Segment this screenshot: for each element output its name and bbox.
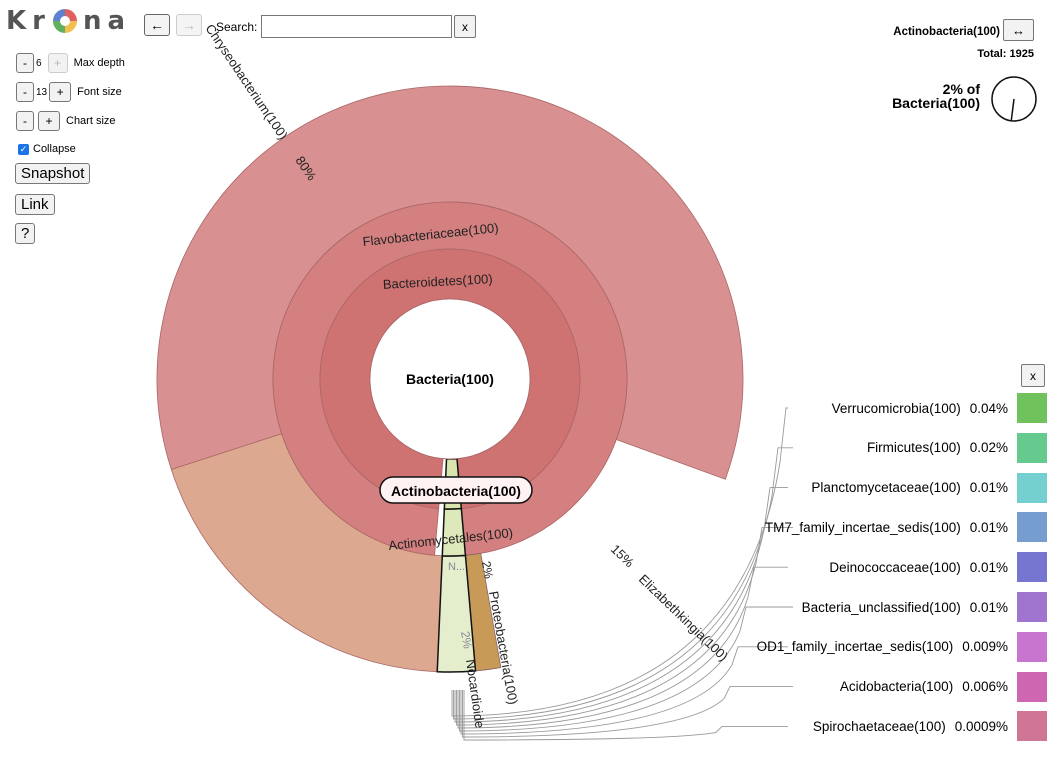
legend-item-percent: 0.01% <box>969 519 1008 535</box>
collapse-label: Collapse <box>33 143 76 155</box>
font-size-label: Font size <box>77 86 122 98</box>
legend-item-swatch <box>1017 671 1047 702</box>
legend-close-button[interactable]: x <box>1021 364 1045 387</box>
legend-item-name: Bacteria_unclassified(100) <box>801 599 961 615</box>
legend-leader-line <box>462 686 793 738</box>
forward-button[interactable]: → <box>176 14 202 36</box>
total-count: Total: 1925 <box>977 48 1034 60</box>
legend-item-percent: 0.01% <box>969 599 1008 615</box>
legend-item-name: TM7_family_incertae_sedis(100) <box>764 519 961 535</box>
legend-item[interactable]: TM7_family_incertae_sedis(100) 0.01% <box>764 512 1047 543</box>
legend-item[interactable]: OD1_family_incertae_sedis(100) 0.009% <box>756 631 1047 662</box>
legend-item[interactable]: Bacteria_unclassified(100) 0.01% <box>802 592 1047 622</box>
legend-leader-lines <box>451 407 793 741</box>
legend-item-name: Verrucomicrobia(100) <box>831 400 961 416</box>
chart-size-decrease-button[interactable]: - <box>16 111 34 131</box>
legend-item-swatch <box>1017 432 1047 463</box>
legend-item[interactable]: Acidobacteria(100) 0.006% <box>839 671 1047 702</box>
legend-item-name: Planctomycetaceae(100) <box>811 480 961 496</box>
krona-logo: Kr na <box>6 6 132 36</box>
center-circle[interactable] <box>369 298 531 460</box>
legend-item-name: OD1_family_incertae_sedis(100) <box>756 639 954 655</box>
percentage-line: 2% of <box>942 81 980 97</box>
help-button[interactable]: ? <box>15 223 36 244</box>
legend-item-name: Spirochaetaceae(100) <box>812 718 946 734</box>
legend-item[interactable]: Spirochaetaceae(100) 0.0009% <box>812 711 1047 742</box>
legend-item-percent: 0.02% <box>969 440 1008 456</box>
legend-item-name: Firmicutes(100) <box>866 440 961 456</box>
nocardioide-percent: 2% <box>458 630 475 650</box>
parent-name: Bacteria(100) <box>892 95 980 111</box>
percentage-of-parent: 2% of Bacteria(100) <box>892 82 980 110</box>
legend-item-swatch <box>1017 592 1047 622</box>
max-depth-control: - 6 + Max depth <box>16 53 125 73</box>
font-size-control: - 13 + Font size <box>16 82 122 102</box>
legend-item[interactable]: Firmicutes(100) 0.02% <box>866 432 1047 463</box>
back-button[interactable]: ← <box>144 14 170 36</box>
legend-item-percent: 0.006% <box>962 679 1008 695</box>
elizabethkingia-label: Elizabethkingia(100) <box>636 571 731 664</box>
chart-size-control: - + Chart size <box>16 111 116 131</box>
legend-item-swatch <box>1017 711 1047 742</box>
legend-item-swatch <box>1017 552 1047 583</box>
legend-item-percent: 0.0009% <box>954 718 1008 734</box>
legend-leader-line <box>459 606 793 732</box>
center-label: Bacteria(100) <box>406 371 494 387</box>
legend-item-swatch <box>1017 393 1047 423</box>
selected-node-highlight[interactable] <box>379 476 533 504</box>
pie-wedge-line <box>1010 98 1015 121</box>
search-input[interactable] <box>261 15 452 38</box>
collapse-checkbox[interactable]: ✓ <box>18 143 29 155</box>
legend-item-percent: 0.04% <box>969 400 1008 416</box>
legend-item-percent: 0.01% <box>969 480 1008 496</box>
parent-percentage-pie <box>991 76 1037 122</box>
chryseobacterium-label: Chryseobacterium(100) <box>203 21 291 142</box>
font-size-decrease-button[interactable]: - <box>16 82 34 102</box>
legend-leader-line <box>463 690 788 741</box>
legend-item-swatch <box>1017 512 1047 543</box>
selected-node-name: Actinobacteria(100) <box>893 26 1000 38</box>
max-depth-increase-button[interactable]: + <box>47 53 68 73</box>
chart-size-increase-button[interactable]: + <box>38 111 60 131</box>
nocardioidaceae-truncated-label: N... <box>448 561 465 573</box>
legend-leader-line <box>456 526 793 726</box>
legend-item-swatch <box>1017 631 1047 662</box>
proteobacteria-percent: 2% <box>479 560 496 580</box>
krona-logo-icon <box>52 9 77 33</box>
snapshot-button[interactable]: Snapshot <box>15 163 91 184</box>
selected-node-label: Actinobacteria(100) <box>391 483 521 499</box>
collapse-control[interactable]: ✓ Collapse <box>18 143 76 155</box>
expand-details-button[interactable]: ↔ <box>1003 19 1034 41</box>
legend-item[interactable]: Verrucomicrobia(100) 0.04% <box>832 393 1047 423</box>
legend-item-percent: 0.01% <box>969 559 1008 575</box>
max-depth-label: Max depth <box>73 57 125 69</box>
search-clear-button[interactable]: x <box>454 15 476 38</box>
legend-item[interactable]: Planctomycetaceae(100) 0.01% <box>811 472 1047 503</box>
legend-item-name: Deinococcaceae(100) <box>829 559 961 575</box>
legend-item[interactable]: Deinococcaceae(100) 0.01% <box>829 552 1047 583</box>
font-size-increase-button[interactable]: + <box>49 82 72 102</box>
elizabethkingia-percent: 15% <box>608 541 637 570</box>
max-depth-value: 6 <box>36 57 42 69</box>
search-label: Search: <box>216 20 258 34</box>
max-depth-decrease-button[interactable]: - <box>16 53 34 73</box>
bacteroidetes-label: Bacteroidetes(100) <box>383 271 493 292</box>
chart-rings <box>156 85 744 673</box>
font-size-value: 13 <box>36 86 48 98</box>
legend-item-percent: 0.009% <box>962 639 1008 655</box>
legend-item-swatch <box>1017 472 1047 503</box>
link-button[interactable]: Link <box>15 194 55 215</box>
legend-item-name: Acidobacteria(100) <box>839 679 954 695</box>
legend-leader-line <box>457 566 788 729</box>
legend-leader-line <box>451 407 788 717</box>
legend-leader-line <box>453 447 793 720</box>
legend-leader-line <box>460 646 788 735</box>
chart-size-label: Chart size <box>66 115 116 127</box>
